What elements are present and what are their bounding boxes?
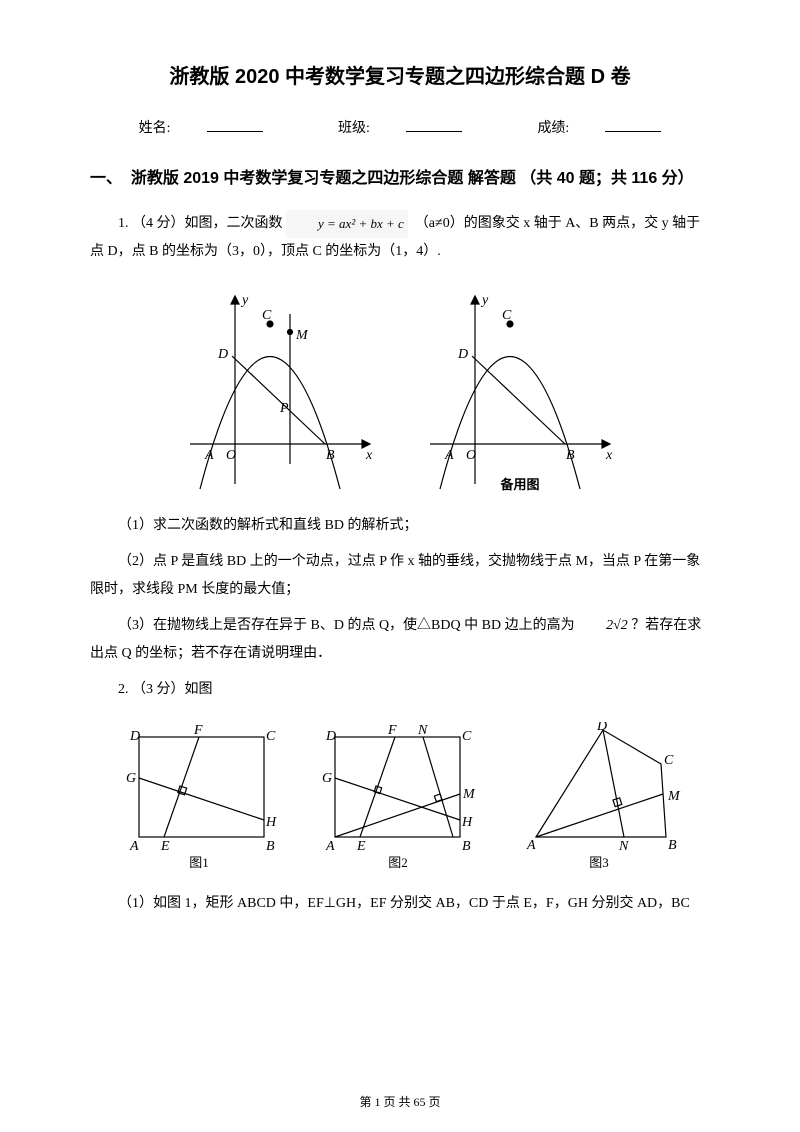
svg-text:O: O bbox=[226, 448, 236, 463]
svg-text:C: C bbox=[266, 729, 276, 744]
svg-text:y: y bbox=[480, 293, 489, 308]
svg-text:A: A bbox=[526, 838, 536, 853]
svg-text:B: B bbox=[462, 839, 471, 854]
page-title: 浙教版 2020 中考数学复习专题之四边形综合题 D 卷 bbox=[90, 60, 710, 89]
q2-lead: 2. （3 分）如图 bbox=[90, 676, 710, 704]
geometry-figure-2: D F N C G MH A E B 图2 bbox=[310, 722, 485, 872]
fig-label-1: 图1 bbox=[189, 855, 209, 870]
svg-text:x: x bbox=[605, 448, 613, 463]
svg-text:M: M bbox=[295, 328, 309, 343]
class-field: 班级: bbox=[320, 121, 480, 136]
q2-figures: DFC GH AEB 图1 DFNC GMH AEB 图2 bbox=[90, 722, 710, 872]
svg-text:D: D bbox=[596, 722, 607, 734]
fig-label-3: 图3 bbox=[589, 855, 609, 870]
svg-text:H: H bbox=[461, 815, 473, 830]
info-row: 姓名: 班级: 成绩: bbox=[90, 117, 710, 137]
svg-text:P: P bbox=[279, 401, 289, 416]
q2-sub1: （1）如图 1，矩形 ABCD 中，EF⊥GH，EF 分别交 AB，CD 于点 … bbox=[90, 890, 710, 918]
svg-text:F: F bbox=[193, 723, 203, 738]
q1-sub2: （2）点 P 是直线 BD 上的一个动点，过点 P 作 x 轴的垂线，交抛物线于… bbox=[90, 548, 710, 604]
svg-text:H: H bbox=[265, 815, 277, 830]
svg-text:B: B bbox=[566, 448, 575, 463]
backup-label: 备用图 bbox=[499, 477, 539, 492]
svg-text:M: M bbox=[667, 789, 681, 804]
axis-y-label: y bbox=[240, 293, 249, 308]
svg-text:D: D bbox=[457, 347, 468, 362]
svg-text:G: G bbox=[126, 771, 136, 786]
svg-text:A: A bbox=[204, 448, 214, 463]
svg-text:F: F bbox=[387, 723, 397, 738]
page-footer: 第 1 页 共 65 页 bbox=[0, 1093, 800, 1110]
q1-sub3: （3）在抛物线上是否存在异于 B、D 的点 Q，使△BDQ 中 BD 边上的高为… bbox=[90, 612, 710, 668]
geometry-figure-3: D C M A N B 图3 bbox=[511, 722, 686, 872]
formula-image: y = ax² + bx + c bbox=[286, 210, 408, 238]
svg-text:D: D bbox=[325, 729, 336, 744]
svg-text:E: E bbox=[160, 839, 170, 854]
svg-text:C: C bbox=[262, 308, 272, 323]
svg-text:D: D bbox=[129, 729, 140, 744]
svg-text:O: O bbox=[466, 448, 476, 463]
fig-label-2: 图2 bbox=[388, 855, 408, 870]
geometry-figure-1: D F C G H A E B 图1 bbox=[114, 722, 284, 872]
score-field: 成绩: bbox=[519, 121, 679, 136]
svg-text:A: A bbox=[325, 839, 335, 854]
svg-text:C: C bbox=[462, 729, 472, 744]
svg-text:C: C bbox=[502, 308, 512, 323]
svg-text:B: B bbox=[266, 839, 275, 854]
q1-figures: y x A O B C D M P y x A O B C D bbox=[90, 284, 710, 494]
svg-text:N: N bbox=[417, 723, 428, 738]
name-field: 姓名: bbox=[121, 121, 281, 136]
section-heading: 一、 浙教版 2019 中考数学复习专题之四边形综合题 解答题 （共 40 题；… bbox=[90, 165, 710, 194]
svg-text:E: E bbox=[356, 839, 366, 854]
svg-text:D: D bbox=[217, 347, 228, 362]
svg-text:B: B bbox=[668, 838, 677, 853]
sqrt-expression: 2√2 bbox=[578, 612, 628, 640]
svg-text:A: A bbox=[129, 839, 139, 854]
svg-text:C: C bbox=[664, 753, 674, 768]
svg-text:M: M bbox=[462, 787, 476, 802]
parabola-figure-1: y x A O B C D M P bbox=[180, 284, 380, 494]
svg-text:B: B bbox=[326, 448, 335, 463]
q1-sub1: （1）求二次函数的解析式和直线 BD 的解析式； bbox=[90, 512, 710, 540]
svg-text:A: A bbox=[444, 448, 454, 463]
q1-lead: 1. （4 分）如图，二次函数 y = ax² + bx + c （a≠0）的图… bbox=[90, 210, 710, 266]
svg-text:G: G bbox=[322, 771, 332, 786]
svg-text:N: N bbox=[618, 839, 629, 854]
axis-x-label: x bbox=[365, 448, 373, 463]
parabola-figure-2: y x A O B C D 备用图 bbox=[420, 284, 620, 494]
